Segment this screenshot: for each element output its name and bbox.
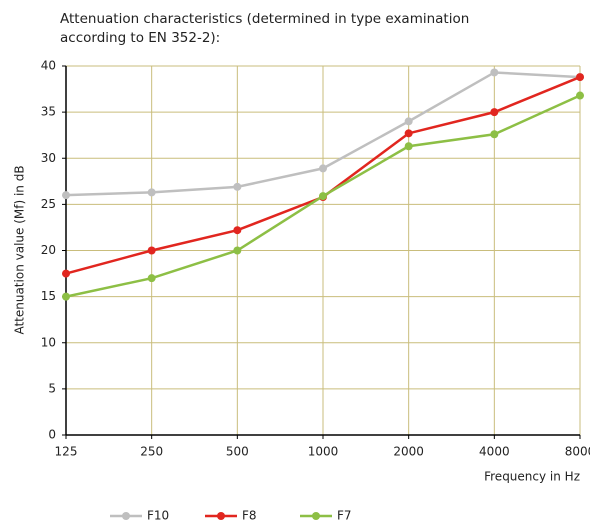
data-point bbox=[147, 188, 156, 197]
x-tick-label: 125 bbox=[55, 445, 78, 459]
data-point bbox=[576, 73, 584, 82]
data-point bbox=[233, 182, 242, 191]
legend-swatch bbox=[312, 512, 320, 520]
data-point bbox=[147, 274, 156, 283]
data-point bbox=[490, 108, 499, 117]
data-point bbox=[404, 129, 413, 138]
chart-title: according to EN 352-2): bbox=[60, 30, 220, 46]
legend-label: F8 bbox=[242, 509, 257, 522]
data-point bbox=[490, 130, 499, 139]
data-point bbox=[404, 142, 413, 151]
x-tick-label: 2000 bbox=[393, 445, 424, 459]
x-tick-label: 250 bbox=[140, 445, 163, 459]
data-point bbox=[233, 226, 242, 235]
data-point bbox=[62, 269, 70, 278]
data-point bbox=[404, 117, 413, 126]
chart-title: Attenuation characteristics (determined … bbox=[60, 11, 469, 27]
data-point bbox=[490, 68, 499, 77]
y-tick-label: 0 bbox=[48, 428, 56, 442]
y-tick-label: 35 bbox=[41, 105, 56, 119]
legend-label: F10 bbox=[147, 509, 169, 522]
legend-swatch bbox=[122, 512, 130, 520]
y-tick-label: 40 bbox=[41, 59, 56, 73]
x-axis-label: Frequency in Hz bbox=[484, 470, 580, 484]
x-tick-label: 8000 bbox=[565, 445, 590, 459]
y-tick-label: 25 bbox=[41, 197, 56, 211]
y-tick-label: 30 bbox=[41, 151, 56, 165]
y-tick-label: 5 bbox=[48, 381, 56, 395]
legend-swatch bbox=[217, 512, 225, 520]
data-point bbox=[319, 192, 327, 201]
data-point bbox=[62, 191, 70, 200]
y-axis-label: Attenuation value (Mf) in dB bbox=[13, 165, 27, 334]
data-point bbox=[62, 292, 70, 301]
legend-label: F7 bbox=[337, 509, 352, 522]
y-tick-label: 10 bbox=[41, 335, 56, 349]
data-point bbox=[233, 246, 242, 255]
data-point bbox=[147, 246, 156, 255]
y-tick-label: 15 bbox=[41, 289, 56, 303]
y-tick-label: 20 bbox=[41, 243, 56, 257]
data-point bbox=[319, 164, 327, 173]
data-point bbox=[576, 91, 584, 100]
x-tick-label: 4000 bbox=[479, 445, 510, 459]
x-tick-label: 1000 bbox=[308, 445, 339, 459]
x-tick-label: 500 bbox=[226, 445, 249, 459]
